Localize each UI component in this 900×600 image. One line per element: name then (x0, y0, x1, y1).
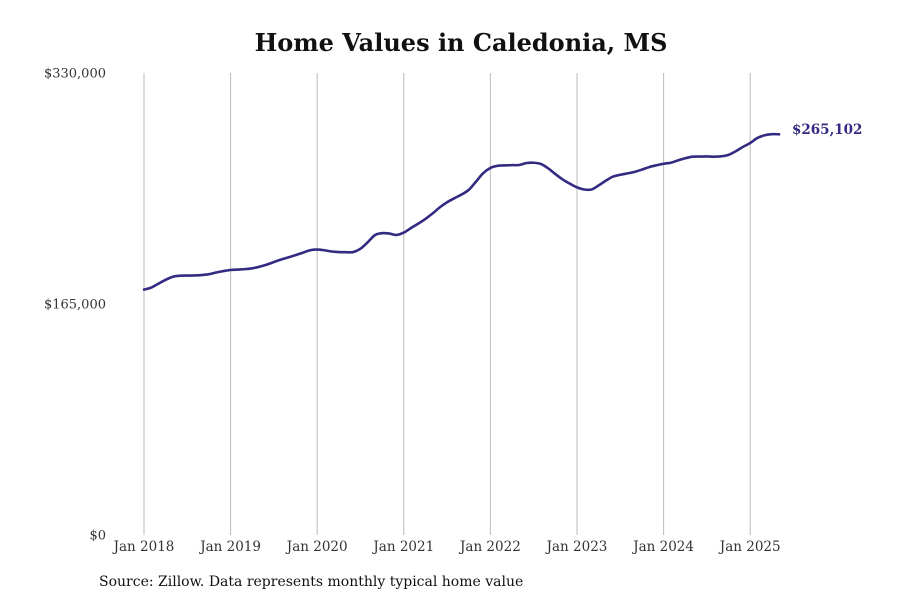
grid-layer (143, 73, 751, 535)
series-line-home-value (142, 132, 781, 291)
y-axis: $0 $165,000 $330,000 (44, 67, 106, 544)
x-tick-label: Jan 2022 (458, 539, 521, 555)
series-layer (142, 132, 781, 291)
chart-title: Home Values in Caledonia, MS (254, 28, 668, 57)
x-tick-label: Jan 2025 (718, 539, 781, 555)
x-tick-label: Jan 2019 (198, 539, 261, 555)
end-value-label: $265,102 (792, 122, 862, 138)
x-axis: Jan 2018 Jan 2019 Jan 2020 Jan 2021 Jan 2022… (112, 539, 781, 555)
x-tick-label: Jan 2021 (371, 539, 434, 555)
y-tick-label: $0 (89, 529, 106, 544)
y-tick-label: $330,000 (44, 67, 106, 82)
annotation-layer: $265,102 (792, 122, 862, 138)
x-tick-label: Jan 2024 (631, 539, 694, 555)
y-tick-label: $165,000 (44, 298, 106, 313)
x-tick-label: Jan 2018 (112, 539, 175, 555)
x-tick-label: Jan 2020 (285, 539, 348, 555)
x-tick-label: Jan 2023 (545, 539, 608, 555)
source-note: Source: Zillow. Data represents monthly … (99, 574, 524, 590)
